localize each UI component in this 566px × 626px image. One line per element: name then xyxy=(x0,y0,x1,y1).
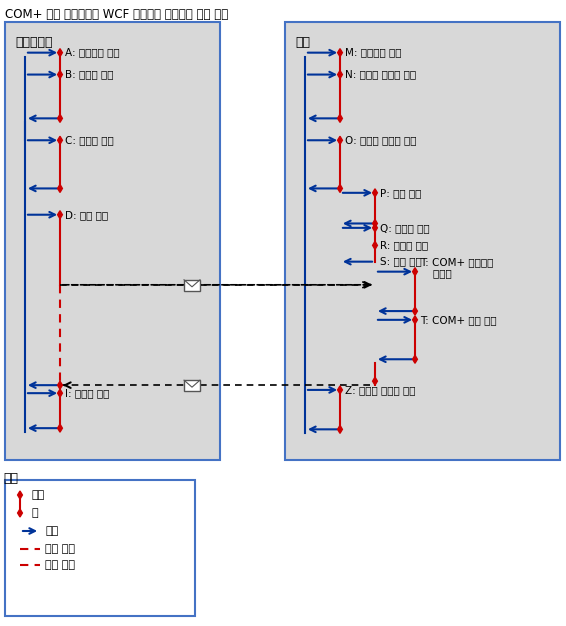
Polygon shape xyxy=(337,115,342,122)
Text: 일시 중단: 일시 중단 xyxy=(45,544,75,554)
Polygon shape xyxy=(337,49,342,57)
Polygon shape xyxy=(58,71,62,78)
Text: 범례: 범례 xyxy=(3,472,18,485)
Polygon shape xyxy=(58,115,62,122)
Text: N: 서비스 호스트 생성: N: 서비스 호스트 생성 xyxy=(345,69,416,80)
Polygon shape xyxy=(413,316,417,324)
Text: 끝: 끝 xyxy=(32,508,38,518)
Text: COM+ 응용 프로그램을 WCF 서비스로 사용하는 동기 호출: COM+ 응용 프로그램을 WCF 서비스로 사용하는 동기 호출 xyxy=(5,8,228,21)
Text: 다시 시작: 다시 시작 xyxy=(45,560,75,570)
Polygon shape xyxy=(337,71,342,78)
Polygon shape xyxy=(372,377,378,385)
Text: T: COM+ 동작 처리: T: COM+ 동작 처리 xyxy=(420,315,496,325)
Text: P: 수신 대기: P: 수신 대기 xyxy=(380,188,421,198)
Polygon shape xyxy=(58,211,62,218)
FancyBboxPatch shape xyxy=(5,22,220,460)
Polygon shape xyxy=(372,189,378,197)
Polygon shape xyxy=(337,425,342,433)
Text: Q: 바이트 수신: Q: 바이트 수신 xyxy=(380,223,430,233)
Text: 클라이언트: 클라이언트 xyxy=(15,36,53,49)
Text: I: 프록시 닫기: I: 프록시 닫기 xyxy=(65,388,109,398)
Text: 진송: 진송 xyxy=(45,526,58,536)
Polygon shape xyxy=(58,389,62,397)
Polygon shape xyxy=(337,136,342,144)
Polygon shape xyxy=(58,49,62,57)
Polygon shape xyxy=(58,185,62,192)
Polygon shape xyxy=(58,136,62,144)
Text: C: 프록시 열기: C: 프록시 열기 xyxy=(65,135,114,145)
Text: M: 앰비언트 동작: M: 앰비언트 동작 xyxy=(345,48,401,58)
Polygon shape xyxy=(372,220,378,227)
FancyBboxPatch shape xyxy=(184,280,200,291)
Polygon shape xyxy=(372,242,378,249)
Polygon shape xyxy=(413,268,417,275)
Polygon shape xyxy=(58,381,62,389)
Polygon shape xyxy=(372,224,378,232)
Text: R: 메시지 처리: R: 메시지 처리 xyxy=(380,240,428,250)
Text: Z: 서비스 호스트 닫기: Z: 서비스 호스트 닫기 xyxy=(345,385,415,395)
Text: A: 앰비언트 동작: A: 앰비언트 동작 xyxy=(65,48,119,58)
Text: O: 서비스 호스트 열기: O: 서비스 호스트 열기 xyxy=(345,135,417,145)
Polygon shape xyxy=(18,491,23,499)
FancyBboxPatch shape xyxy=(285,22,560,460)
FancyBboxPatch shape xyxy=(5,480,195,616)
Polygon shape xyxy=(18,509,23,517)
Polygon shape xyxy=(413,356,417,363)
FancyBboxPatch shape xyxy=(184,380,200,391)
Text: 시작: 시작 xyxy=(32,490,45,500)
Text: 서버: 서버 xyxy=(295,36,310,49)
Text: T: COM+ 인스턴스
    만들기: T: COM+ 인스턴스 만들기 xyxy=(420,257,494,279)
Text: B: 프록시 생성: B: 프록시 생성 xyxy=(65,69,114,80)
Text: D: 동작 처리: D: 동작 처리 xyxy=(65,210,108,220)
Polygon shape xyxy=(58,424,62,432)
Polygon shape xyxy=(413,307,417,315)
Text: S: 동작 처리: S: 동작 처리 xyxy=(380,257,422,267)
Polygon shape xyxy=(337,185,342,192)
Polygon shape xyxy=(337,386,342,394)
